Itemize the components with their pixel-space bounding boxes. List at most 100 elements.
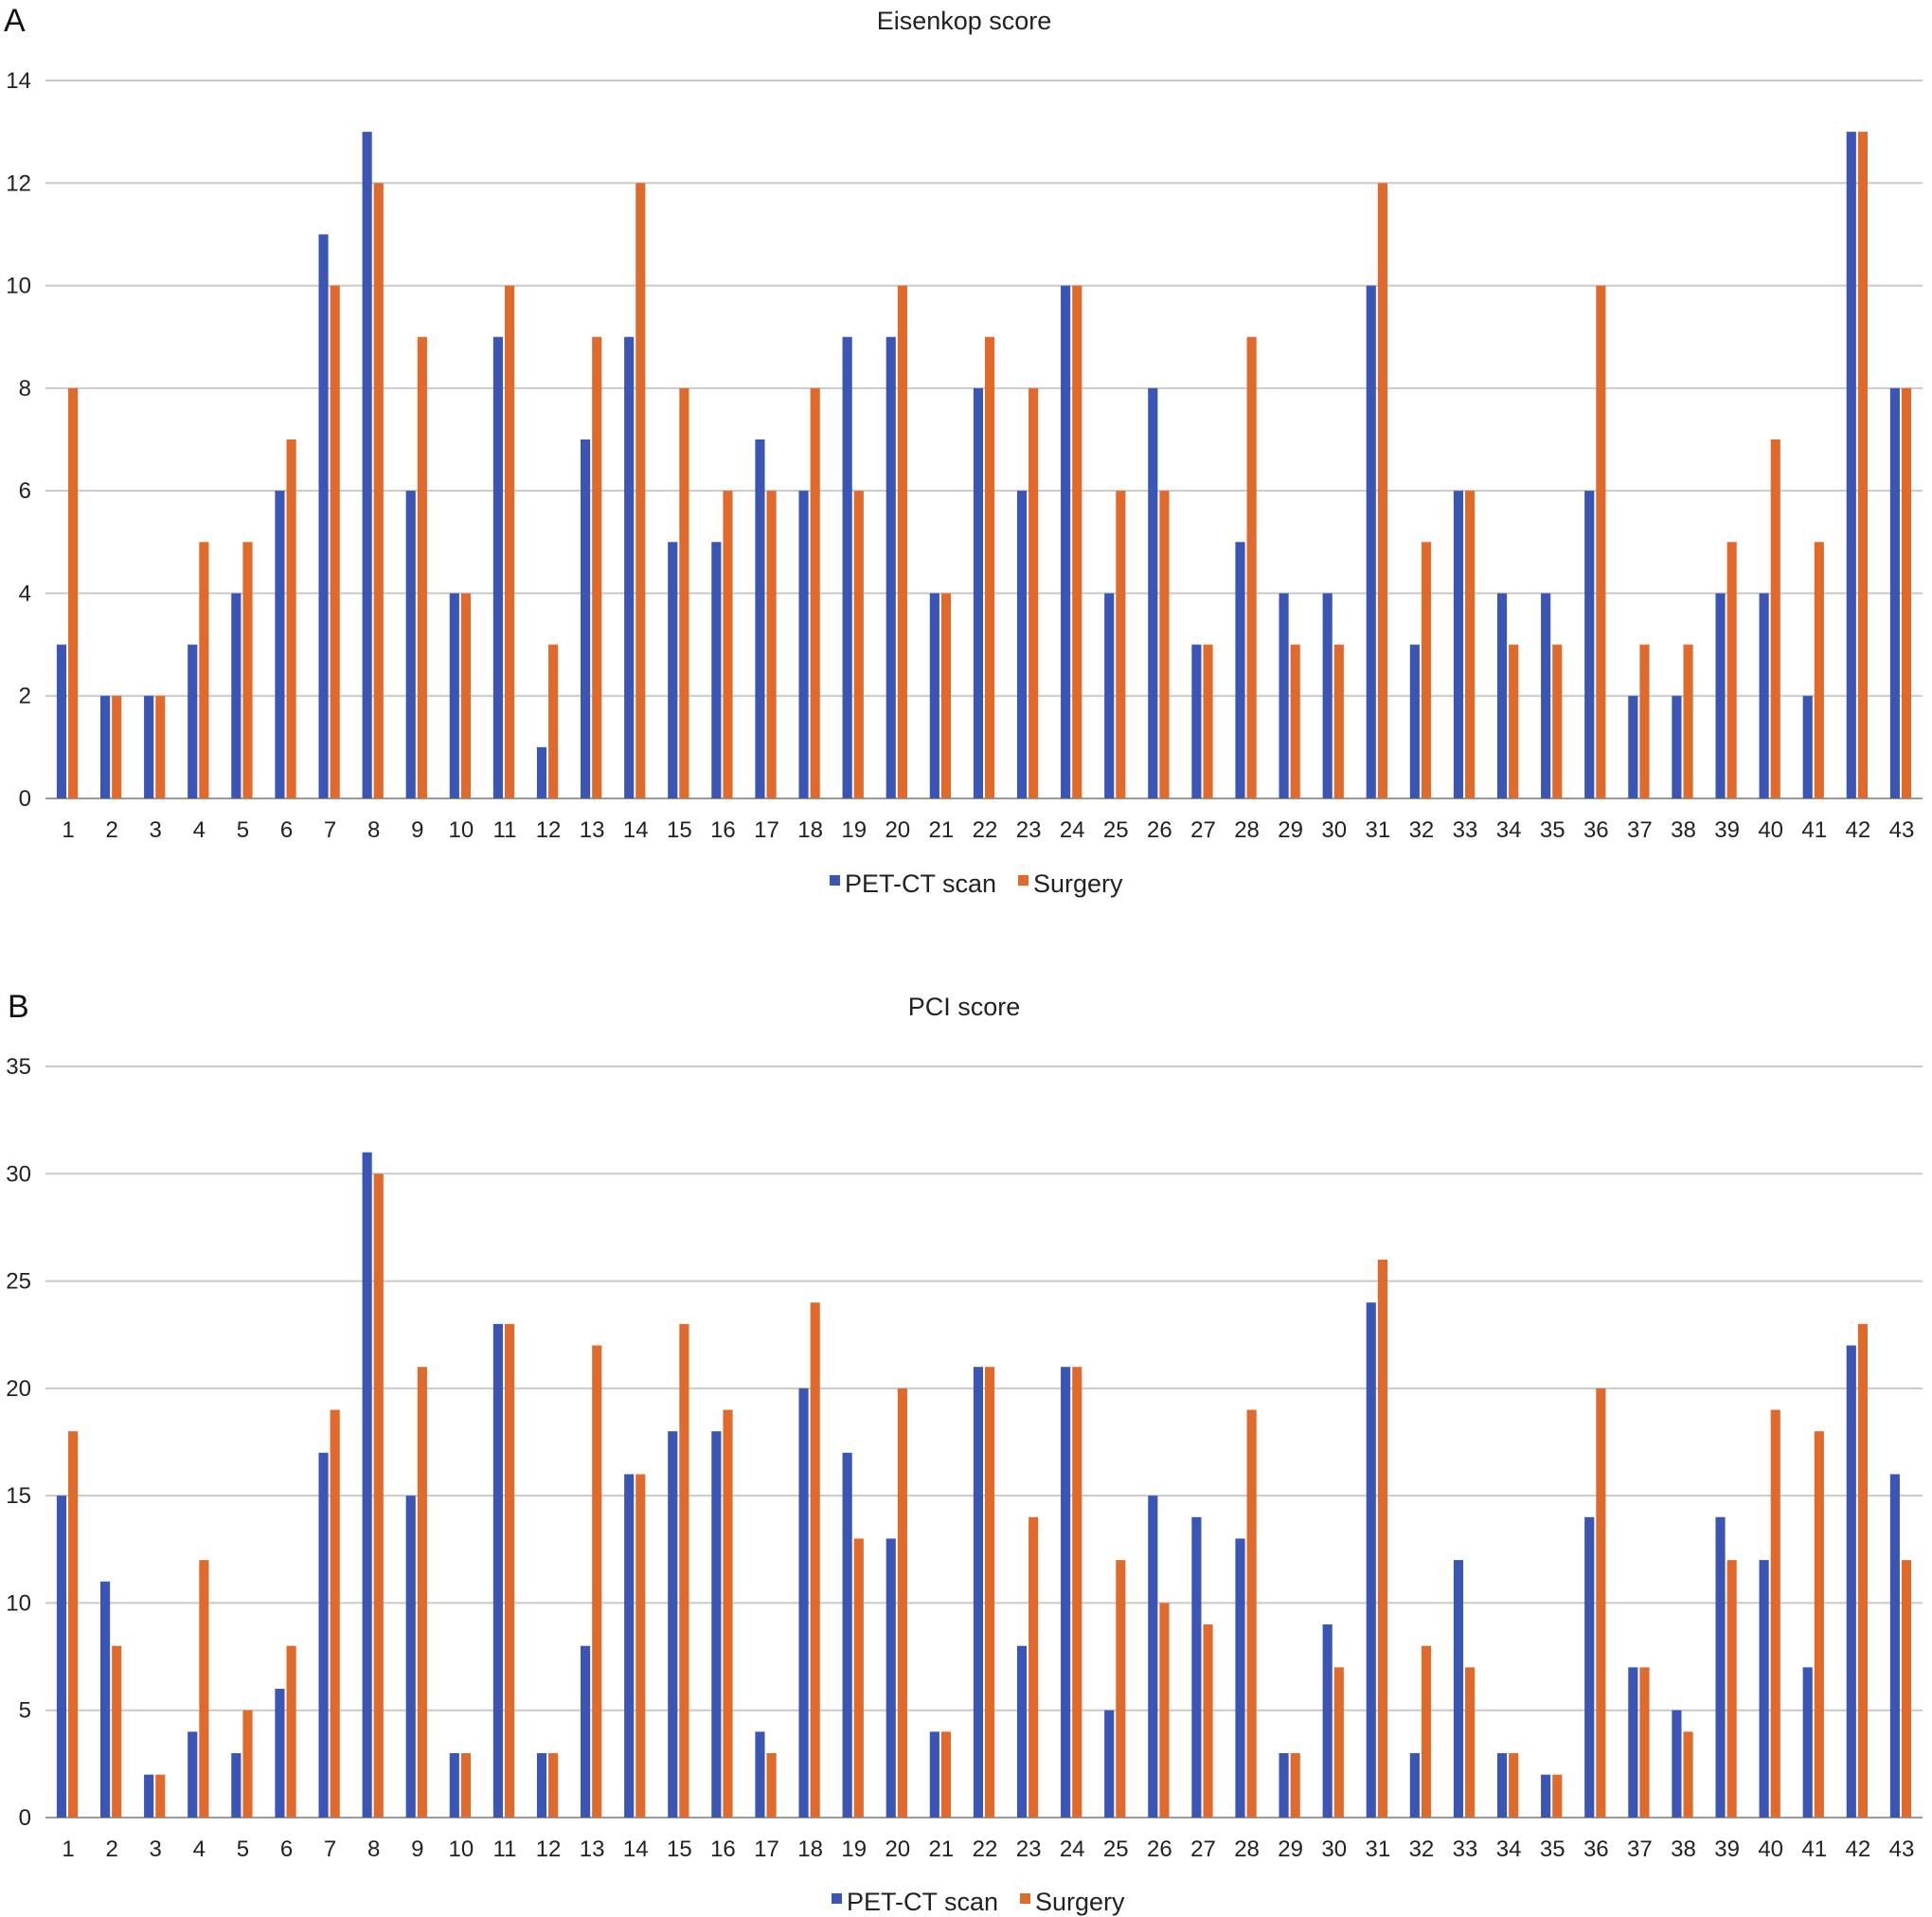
x-tick-label: 38 bbox=[1671, 1836, 1696, 1862]
bar-pet-ct bbox=[1016, 1645, 1028, 1818]
bar-surgery bbox=[940, 593, 952, 798]
bar-pet-ct bbox=[1496, 593, 1508, 798]
y-tick-label: 0 bbox=[19, 786, 31, 812]
x-tick-label: 18 bbox=[797, 817, 823, 843]
x-tick-label: 28 bbox=[1234, 817, 1260, 843]
bar-pet-ct bbox=[231, 1753, 242, 1818]
bar-surgery bbox=[417, 1367, 427, 1818]
bar-pet-ct bbox=[1279, 593, 1289, 798]
bar-surgery bbox=[1333, 1667, 1344, 1818]
bar-pet-ct bbox=[1409, 644, 1420, 798]
bar-surgery bbox=[1421, 542, 1432, 798]
bar-surgery bbox=[1377, 1259, 1387, 1818]
x-tick-label: 31 bbox=[1365, 1836, 1390, 1862]
bar-surgery bbox=[1377, 183, 1387, 799]
bar-pet-ct bbox=[405, 491, 416, 798]
x-tick-label: 28 bbox=[1234, 1836, 1260, 1862]
bar-surgery bbox=[1552, 1774, 1563, 1818]
bar-surgery bbox=[460, 1753, 472, 1818]
bar-surgery bbox=[1726, 1560, 1737, 1818]
bar-surgery bbox=[504, 1323, 515, 1818]
x-tick-label: 32 bbox=[1409, 1836, 1435, 1862]
bar-pet-ct bbox=[1802, 1667, 1813, 1818]
bar-pet-ct bbox=[973, 387, 983, 798]
bar-surgery bbox=[1770, 439, 1780, 798]
legend-label-pet-ct-a: PET-CT scan bbox=[845, 869, 996, 898]
bar-pet-ct bbox=[1628, 695, 1638, 798]
x-tick-label: 25 bbox=[1103, 1836, 1129, 1862]
x-tick-label: 34 bbox=[1496, 817, 1522, 843]
x-tick-label: 42 bbox=[1846, 1836, 1871, 1862]
bar-pet-ct bbox=[1672, 695, 1682, 798]
x-tick-label: 6 bbox=[280, 817, 293, 843]
x-tick-label: 7 bbox=[324, 817, 336, 843]
x-tick-label: 26 bbox=[1147, 817, 1172, 843]
x-tick-label: 23 bbox=[1016, 817, 1042, 843]
y-tick-label: 12 bbox=[6, 170, 31, 196]
y-tick-label: 10 bbox=[6, 274, 31, 299]
x-tick-label: 41 bbox=[1801, 817, 1827, 843]
bar-pet-ct bbox=[1322, 593, 1333, 798]
x-tick-label: 8 bbox=[367, 817, 380, 843]
bars-a bbox=[56, 132, 1912, 799]
bar-surgery bbox=[1683, 644, 1693, 798]
bar-pet-ct bbox=[1016, 491, 1028, 798]
bar-pet-ct bbox=[56, 1496, 67, 1818]
y-tick-label: 4 bbox=[19, 581, 31, 606]
x-tick-label: 11 bbox=[493, 817, 517, 843]
x-tick-label: 13 bbox=[580, 1836, 605, 1862]
x-tick-label: 22 bbox=[973, 817, 998, 843]
legend-swatch-pet-ct-a bbox=[830, 875, 840, 886]
x-tick-labels-a: 1 2 3 4 5 6 7 8 9 10 11 12 13 14 15 16 17 18 19 20 21 22 23 24 2… bbox=[62, 817, 1914, 843]
x-tick-label: 35 bbox=[1540, 1836, 1565, 1862]
x-tick-label: 9 bbox=[411, 817, 423, 843]
bar-surgery bbox=[1159, 1603, 1170, 1818]
bar-pet-ct bbox=[1541, 593, 1551, 798]
y-tick-label: 10 bbox=[6, 1590, 31, 1616]
x-tick-label: 16 bbox=[710, 817, 736, 843]
legend-a: PET-CT scan Surgery bbox=[830, 869, 1123, 898]
bar-pet-ct bbox=[1366, 1302, 1376, 1818]
x-tick-label: 39 bbox=[1714, 1836, 1740, 1862]
x-tick-label: 31 bbox=[1365, 817, 1390, 843]
panel-letter-b: B bbox=[8, 989, 29, 1025]
bar-surgery bbox=[504, 285, 515, 799]
bar-pet-ct bbox=[1672, 1710, 1682, 1818]
bar-surgery bbox=[985, 1367, 995, 1818]
bar-pet-ct bbox=[1453, 491, 1464, 798]
x-tick-label: 1 bbox=[62, 817, 74, 843]
bar-surgery bbox=[897, 1388, 907, 1818]
y-tick-label: 0 bbox=[19, 1805, 31, 1831]
bar-pet-ct bbox=[1061, 1367, 1071, 1818]
bar-surgery bbox=[330, 285, 340, 799]
bar-pet-ct bbox=[275, 1689, 285, 1818]
x-tick-label: 5 bbox=[237, 817, 249, 843]
bar-pet-ct bbox=[405, 1496, 416, 1818]
x-tick-label: 14 bbox=[623, 817, 649, 843]
bar-surgery bbox=[985, 336, 995, 798]
y-tick-label: 20 bbox=[6, 1376, 31, 1402]
bar-surgery bbox=[1596, 1388, 1606, 1818]
bar-surgery bbox=[1901, 1560, 1912, 1818]
bar-pet-ct bbox=[581, 1645, 591, 1818]
bar-surgery bbox=[1159, 491, 1170, 798]
y-tick-label: 5 bbox=[19, 1698, 31, 1724]
legend-label-surgery-b: Surgery bbox=[1035, 1888, 1125, 1916]
bar-surgery bbox=[460, 593, 472, 798]
bar-pet-ct bbox=[1104, 593, 1115, 798]
bar-pet-ct bbox=[1148, 387, 1158, 798]
x-tick-label: 30 bbox=[1321, 817, 1347, 843]
y-tick-label: 25 bbox=[6, 1269, 31, 1295]
y-tick-label: 6 bbox=[19, 478, 31, 504]
x-tick-label: 21 bbox=[929, 1836, 955, 1862]
bar-surgery bbox=[112, 1645, 122, 1818]
bar-surgery bbox=[1770, 1409, 1780, 1818]
bar-pet-ct bbox=[188, 1731, 198, 1818]
bar-pet-ct bbox=[1584, 1516, 1595, 1818]
x-tick-label: 29 bbox=[1278, 817, 1303, 843]
x-tick-label: 2 bbox=[105, 817, 117, 843]
bar-surgery bbox=[68, 387, 79, 798]
bar-surgery bbox=[635, 1474, 646, 1818]
bar-surgery bbox=[723, 491, 733, 798]
